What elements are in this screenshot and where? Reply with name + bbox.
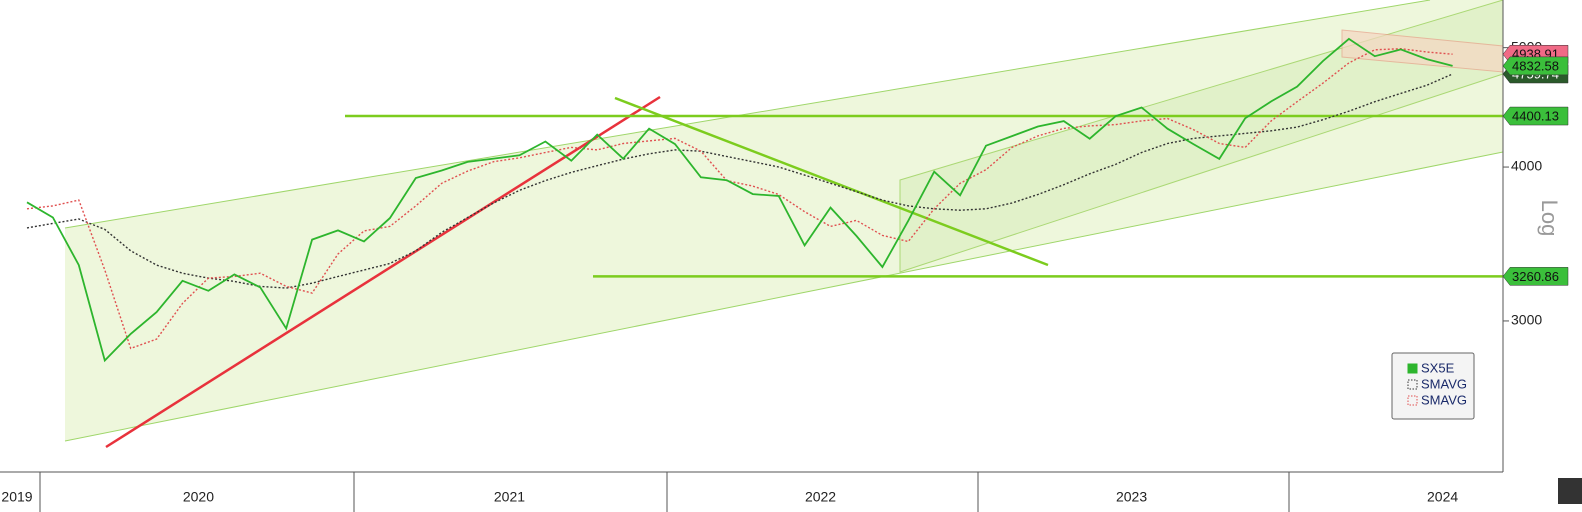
series-line [26, 47, 1453, 350]
legend-label: SMAVG [1421, 376, 1467, 391]
corner-button [1558, 478, 1582, 504]
legend-swatch [1407, 395, 1418, 406]
legend-label: SX5E [1421, 360, 1455, 375]
x-tick-label: 2024 [1427, 489, 1458, 505]
series-line [26, 37, 1453, 363]
legend-swatch [1407, 363, 1418, 374]
legend-label: SMAVG [1421, 392, 1467, 407]
year-ticks [39, 472, 1290, 512]
channel-lower [64, 151, 1504, 442]
x-tick-label: 2021 [494, 489, 525, 505]
trend-line-red [105, 95, 661, 449]
trend-line-green [614, 96, 1049, 267]
x-tick-label: 2019 [1, 489, 32, 505]
x-tick-label: 2020 [183, 489, 214, 505]
series-line [26, 73, 1453, 289]
channel-upper [64, 0, 1431, 229]
x-tick-label: 2022 [805, 489, 836, 505]
price-tag [1502, 56, 1569, 76]
price-tag [1502, 267, 1569, 286]
price-tag-label: 4832.58 [1512, 58, 1559, 73]
y-tick-label: 4000 [1511, 158, 1542, 174]
legend-swatch [1407, 379, 1418, 390]
plot [26, 37, 1503, 363]
y-axis-label: Log [1537, 200, 1562, 237]
price-tag [1502, 106, 1569, 126]
price-tag-label: 4400.13 [1512, 108, 1559, 123]
x-tick-label: 2023 [1116, 489, 1147, 505]
y-tick-label: 3000 [1511, 312, 1542, 328]
price-tag-label: 3260.86 [1512, 269, 1559, 284]
